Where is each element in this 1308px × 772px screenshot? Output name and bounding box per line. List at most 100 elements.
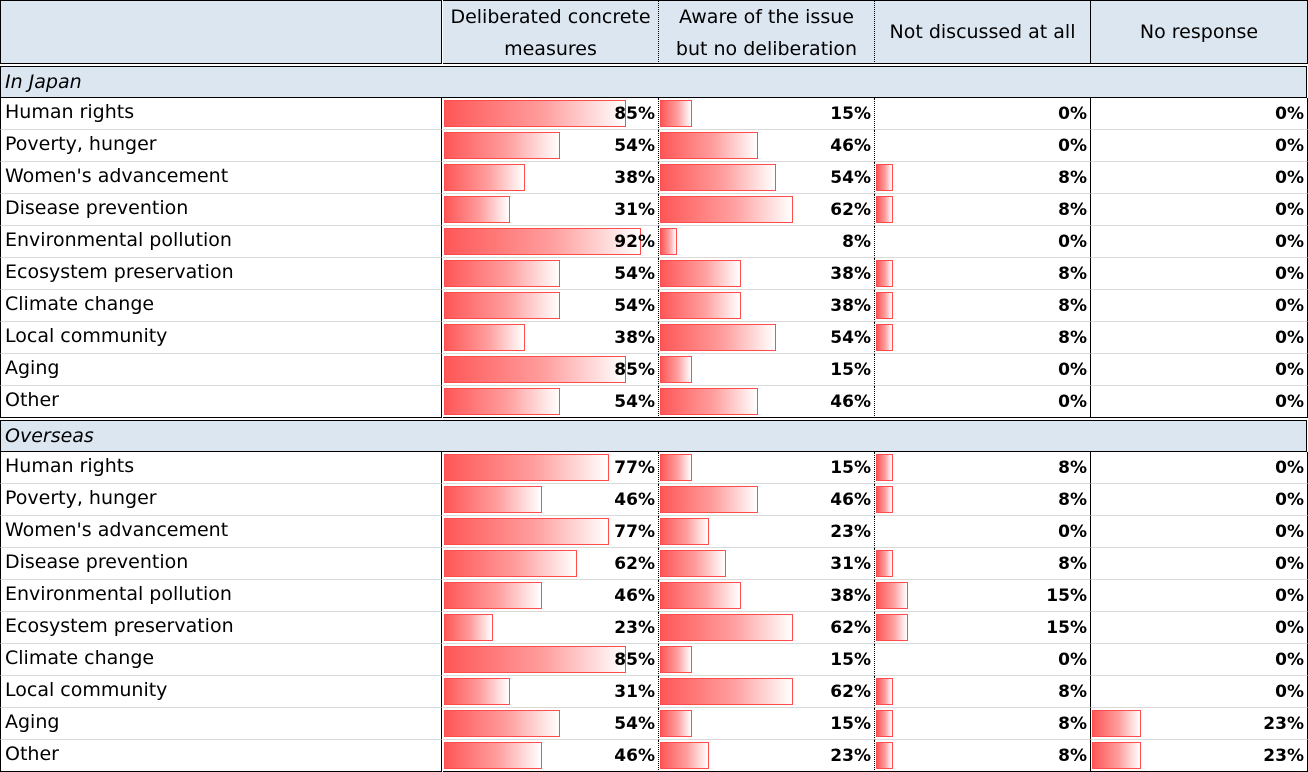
row-label[interactable]: Ecosystem preservation: [0, 258, 442, 290]
value-cell[interactable]: 0%: [1091, 386, 1308, 418]
value-cell[interactable]: 0%: [1091, 452, 1308, 484]
value-cell[interactable]: 15%: [875, 580, 1091, 612]
value-cell[interactable]: 8%: [875, 484, 1091, 516]
value-cell[interactable]: 0%: [875, 226, 1091, 258]
value-cell[interactable]: 46%: [659, 130, 875, 162]
value-cell[interactable]: 54%: [443, 708, 659, 740]
row-label[interactable]: Human rights: [0, 98, 442, 130]
row-label[interactable]: Climate change: [0, 644, 442, 676]
column-header[interactable]: Aware of the issue but no deliberation: [659, 0, 875, 64]
value-cell[interactable]: 0%: [1091, 548, 1308, 580]
value-cell[interactable]: 0%: [875, 386, 1091, 418]
value-cell[interactable]: 85%: [443, 98, 659, 130]
value-cell[interactable]: 8%: [875, 452, 1091, 484]
value-cell[interactable]: 0%: [875, 516, 1091, 548]
row-label[interactable]: Environmental pollution: [0, 580, 442, 612]
value-cell[interactable]: 85%: [443, 644, 659, 676]
row-label[interactable]: Climate change: [0, 290, 442, 322]
value-cell[interactable]: 92%: [443, 226, 659, 258]
value-cell[interactable]: 54%: [659, 322, 875, 354]
value-cell[interactable]: 8%: [875, 162, 1091, 194]
value-cell[interactable]: 62%: [659, 194, 875, 226]
value-cell[interactable]: 54%: [443, 290, 659, 322]
row-label[interactable]: Poverty, hunger: [0, 484, 442, 516]
value-cell[interactable]: 8%: [875, 194, 1091, 226]
value-cell[interactable]: 0%: [1091, 644, 1308, 676]
value-cell[interactable]: 38%: [659, 580, 875, 612]
value-cell[interactable]: 0%: [1091, 130, 1308, 162]
row-label[interactable]: Disease prevention: [0, 194, 442, 226]
value-cell[interactable]: 15%: [659, 708, 875, 740]
value-cell[interactable]: 23%: [1091, 740, 1308, 772]
value-cell[interactable]: 23%: [1091, 708, 1308, 740]
value-cell[interactable]: 0%: [1091, 580, 1308, 612]
value-cell[interactable]: 0%: [1091, 258, 1308, 290]
value-cell[interactable]: 62%: [659, 612, 875, 644]
value-cell[interactable]: 8%: [659, 226, 875, 258]
value-cell[interactable]: 46%: [443, 740, 659, 772]
value-cell[interactable]: 23%: [443, 612, 659, 644]
column-header[interactable]: No response: [1091, 0, 1308, 64]
row-label[interactable]: Human rights: [0, 452, 442, 484]
row-label[interactable]: Local community: [0, 322, 442, 354]
value-cell[interactable]: 15%: [659, 98, 875, 130]
value-cell[interactable]: 38%: [443, 322, 659, 354]
value-cell[interactable]: 8%: [875, 676, 1091, 708]
row-label[interactable]: Other: [0, 386, 442, 418]
value-cell[interactable]: 0%: [1091, 322, 1308, 354]
value-cell[interactable]: 54%: [443, 130, 659, 162]
value-cell[interactable]: 0%: [1091, 194, 1308, 226]
value-cell[interactable]: 77%: [443, 516, 659, 548]
value-cell[interactable]: 15%: [875, 612, 1091, 644]
value-cell[interactable]: 0%: [875, 130, 1091, 162]
value-cell[interactable]: 85%: [443, 354, 659, 386]
row-label[interactable]: Women's advancement: [0, 516, 442, 548]
value-cell[interactable]: 0%: [1091, 98, 1308, 130]
value-cell[interactable]: 38%: [659, 258, 875, 290]
value-cell[interactable]: 0%: [1091, 354, 1308, 386]
value-cell[interactable]: 8%: [875, 290, 1091, 322]
value-cell[interactable]: 8%: [875, 708, 1091, 740]
value-cell[interactable]: 46%: [443, 580, 659, 612]
value-cell[interactable]: 0%: [875, 644, 1091, 676]
value-cell[interactable]: 8%: [875, 258, 1091, 290]
value-cell[interactable]: 31%: [443, 676, 659, 708]
value-cell[interactable]: 31%: [443, 194, 659, 226]
value-cell[interactable]: 0%: [1091, 484, 1308, 516]
value-cell[interactable]: 46%: [659, 386, 875, 418]
row-label[interactable]: Environmental pollution: [0, 226, 442, 258]
row-label[interactable]: Disease prevention: [0, 548, 442, 580]
row-label[interactable]: Ecosystem preservation: [0, 612, 442, 644]
value-cell[interactable]: 0%: [875, 98, 1091, 130]
value-cell[interactable]: 46%: [659, 484, 875, 516]
header-corner[interactable]: [0, 0, 442, 64]
value-cell[interactable]: 15%: [659, 452, 875, 484]
value-cell[interactable]: 0%: [1091, 676, 1308, 708]
value-cell[interactable]: 62%: [443, 548, 659, 580]
value-cell[interactable]: 38%: [659, 290, 875, 322]
row-label[interactable]: Poverty, hunger: [0, 130, 442, 162]
value-cell[interactable]: 0%: [1091, 516, 1308, 548]
value-cell[interactable]: 0%: [875, 354, 1091, 386]
value-cell[interactable]: 15%: [659, 354, 875, 386]
value-cell[interactable]: 23%: [659, 516, 875, 548]
value-cell[interactable]: 54%: [443, 258, 659, 290]
value-cell[interactable]: 23%: [659, 740, 875, 772]
column-header[interactable]: Not discussed at all: [875, 0, 1091, 64]
row-label[interactable]: Women's advancement: [0, 162, 442, 194]
value-cell[interactable]: 62%: [659, 676, 875, 708]
row-label[interactable]: Aging: [0, 708, 442, 740]
value-cell[interactable]: 77%: [443, 452, 659, 484]
value-cell[interactable]: 31%: [659, 548, 875, 580]
value-cell[interactable]: 54%: [443, 386, 659, 418]
row-label[interactable]: Aging: [0, 354, 442, 386]
value-cell[interactable]: 54%: [659, 162, 875, 194]
value-cell[interactable]: 8%: [875, 322, 1091, 354]
value-cell[interactable]: 0%: [1091, 290, 1308, 322]
value-cell[interactable]: 0%: [1091, 162, 1308, 194]
value-cell[interactable]: 46%: [443, 484, 659, 516]
value-cell[interactable]: 38%: [443, 162, 659, 194]
row-label[interactable]: Local community: [0, 676, 442, 708]
value-cell[interactable]: 0%: [1091, 612, 1308, 644]
value-cell[interactable]: 8%: [875, 548, 1091, 580]
